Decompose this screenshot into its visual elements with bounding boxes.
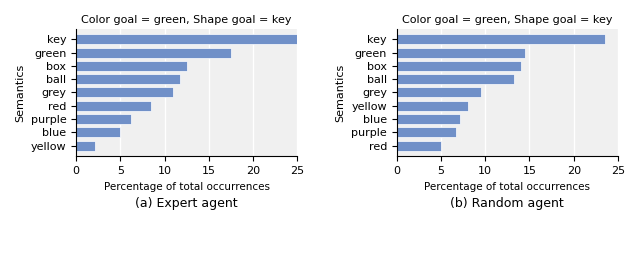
Title: Color goal = green, Shape goal = key: Color goal = green, Shape goal = key bbox=[81, 15, 292, 25]
Bar bbox=[76, 34, 297, 44]
Bar bbox=[397, 61, 520, 71]
Bar bbox=[76, 88, 173, 97]
Bar bbox=[76, 48, 231, 58]
Y-axis label: Semantics: Semantics bbox=[15, 63, 25, 122]
Bar bbox=[76, 101, 151, 111]
Bar bbox=[397, 114, 460, 124]
Text: (b) Random agent: (b) Random agent bbox=[451, 197, 564, 210]
X-axis label: Percentage of total occurrences: Percentage of total occurrences bbox=[104, 182, 269, 192]
Bar bbox=[76, 127, 120, 137]
Title: Color goal = green, Shape goal = key: Color goal = green, Shape goal = key bbox=[402, 15, 612, 25]
Bar bbox=[397, 48, 525, 58]
Bar bbox=[397, 88, 481, 97]
X-axis label: Percentage of total occurrences: Percentage of total occurrences bbox=[424, 182, 590, 192]
Text: (a) Expert agent: (a) Expert agent bbox=[135, 197, 238, 210]
Bar bbox=[397, 141, 441, 151]
Bar bbox=[397, 74, 513, 84]
Bar bbox=[397, 34, 605, 44]
Bar bbox=[76, 74, 180, 84]
Bar bbox=[397, 127, 456, 137]
Bar bbox=[76, 61, 187, 71]
Bar bbox=[76, 114, 131, 124]
Bar bbox=[397, 101, 468, 111]
Bar bbox=[76, 141, 95, 151]
Y-axis label: Semantics: Semantics bbox=[336, 63, 346, 122]
